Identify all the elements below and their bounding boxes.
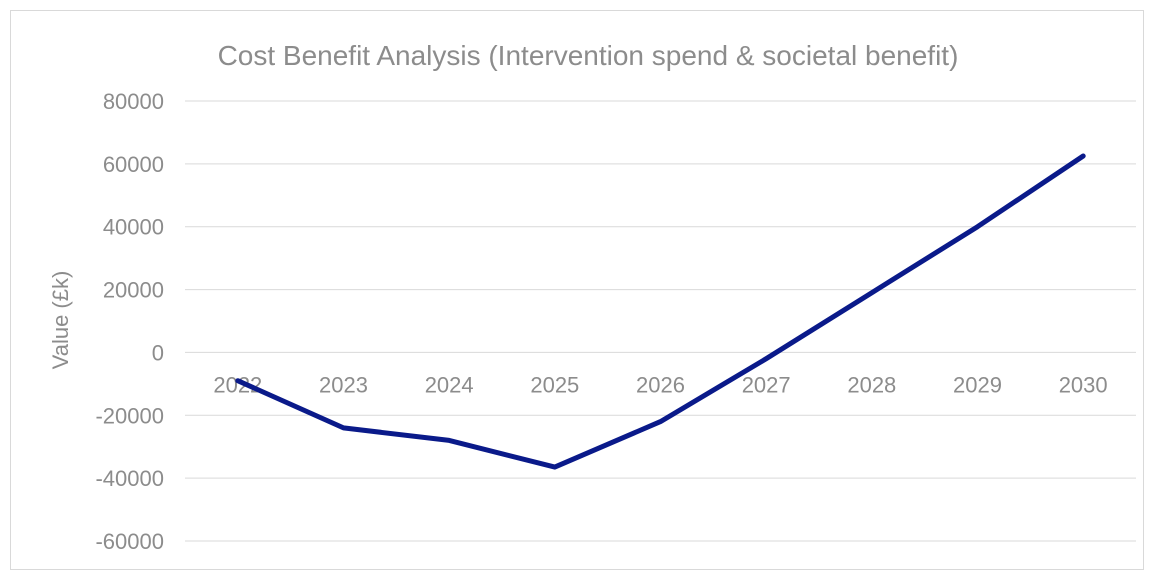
x-tick-label: 2026 bbox=[636, 372, 685, 397]
x-tick-label: 2027 bbox=[742, 372, 791, 397]
y-tick-label: 0 bbox=[152, 340, 164, 365]
y-tick-labels: 80000 60000 40000 20000 0 -20000 -40000 -60000 bbox=[95, 89, 164, 554]
x-tick-labels: 2022 2023 2024 2025 2026 2027 2028 2029 2030 bbox=[213, 372, 1107, 397]
gridlines bbox=[185, 100, 1136, 542]
x-tick-label: 2028 bbox=[847, 372, 896, 397]
series-line bbox=[235, 153, 1086, 470]
y-tick-label: 20000 bbox=[103, 278, 164, 303]
y-axis-title: Value (£k) bbox=[48, 271, 73, 370]
y-tick-label: -20000 bbox=[95, 403, 164, 428]
x-tick-label: 2023 bbox=[319, 372, 368, 397]
series-group bbox=[235, 153, 1086, 470]
y-tick-label: 40000 bbox=[103, 215, 164, 240]
x-tick-label: 2030 bbox=[1059, 372, 1108, 397]
x-tick-label: 2029 bbox=[953, 372, 1002, 397]
y-tick-label: -40000 bbox=[95, 466, 164, 491]
chart-title: Cost Benefit Analysis (Intervention spen… bbox=[218, 40, 959, 71]
x-tick-label: 2024 bbox=[425, 372, 474, 397]
x-tick-label: 2025 bbox=[530, 372, 579, 397]
y-tick-label: 80000 bbox=[103, 89, 164, 114]
y-tick-label: -60000 bbox=[95, 529, 164, 554]
x-tick-label: 2022 bbox=[213, 372, 262, 397]
line-chart: Cost Benefit Analysis (Intervention spen… bbox=[48, 40, 1136, 554]
y-tick-label: 60000 bbox=[103, 152, 164, 177]
